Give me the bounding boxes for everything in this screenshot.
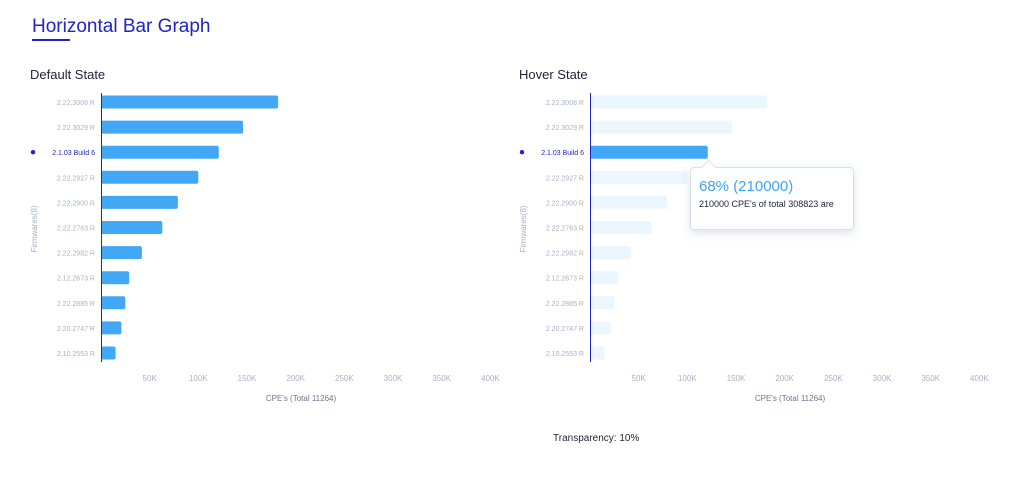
y-tick-label: 2.22.2763 R — [546, 226, 584, 233]
transparency-note: Transparency: 10% — [553, 433, 640, 444]
x-tick-label: 50K — [632, 374, 647, 383]
bar[interactable] — [101, 346, 116, 360]
y-tick-label: 2.22.2982 R — [57, 251, 95, 258]
bar[interactable] — [101, 120, 244, 134]
bar[interactable] — [101, 246, 142, 260]
y-tick-label: 2.22.3008 R — [57, 100, 95, 107]
bar[interactable] — [101, 95, 279, 109]
y-tick-label: 2.20.2747 R — [57, 326, 95, 333]
x-tick-label: 200K — [286, 374, 305, 383]
x-axis-label: CPE's (Total 11264) — [755, 394, 826, 403]
bar[interactable] — [101, 145, 219, 159]
bar[interactable] — [590, 271, 619, 285]
y-axis-label: Firmwares(8) — [519, 205, 528, 252]
highlight-dot — [519, 150, 525, 155]
y-tick-label: 2.22.2927 R — [57, 175, 95, 182]
bar[interactable] — [101, 296, 126, 310]
y-tick-label: 2.22.2900 R — [57, 200, 95, 207]
x-axis-label: CPE's (Total 11264) — [266, 394, 337, 403]
tooltip-description: 210000 CPE's of total 308823 are — [699, 199, 834, 209]
bar[interactable] — [590, 246, 631, 260]
bar[interactable] — [590, 195, 667, 209]
x-tick-label: 100K — [189, 374, 208, 383]
x-tick-label: 250K — [824, 374, 843, 383]
tooltip-value: 68% (210000) — [699, 178, 794, 195]
bar[interactable] — [101, 321, 122, 335]
hover-state-chart: 2.22.3008 R 2.22.3029 R 2.1.03 Build 6 2.22… — [519, 93, 989, 403]
y-tick-label: 2.22.3029 R — [57, 125, 95, 132]
y-tick-label: 2.22.2982 R — [546, 251, 584, 258]
x-tick-label: 50K — [143, 374, 158, 383]
x-tick-label: 250K — [335, 374, 354, 383]
default-state-title: Default State — [30, 67, 106, 82]
bar[interactable] — [590, 321, 611, 335]
hover-tooltip: 68% (210000) 210000 CPE's of total 30882… — [690, 159, 854, 230]
page-title: Horizontal Bar Graph — [32, 16, 211, 37]
x-tick-label: 150K — [238, 374, 257, 383]
x-tick-label: 400K — [970, 374, 989, 383]
y-tick-label: 2.22.2927 R — [546, 175, 584, 182]
bar[interactable] — [590, 221, 652, 234]
highlight-dot — [30, 150, 36, 155]
y-tick-label: 2.22.2900 R — [546, 200, 584, 207]
y-tick-label: 2.1.03 Build 6 — [52, 150, 95, 157]
bar[interactable] — [101, 271, 130, 285]
bar[interactable] — [590, 145, 708, 159]
bar[interactable] — [590, 95, 768, 109]
title-underline — [32, 39, 70, 41]
bar[interactable] — [590, 346, 605, 360]
y-tick-label: 2.22.2885 R — [57, 301, 95, 308]
bar[interactable] — [590, 120, 733, 134]
y-tick-label: 2.10.2553 R — [57, 351, 95, 358]
bar[interactable] — [101, 195, 178, 209]
y-tick-label: 2.1.03 Build 6 — [541, 150, 584, 157]
bar[interactable] — [590, 170, 688, 184]
y-tick-label: 2.20.2747 R — [546, 326, 584, 333]
bar[interactable] — [101, 221, 163, 234]
y-tick-label: 2.12.2673 R — [57, 276, 95, 283]
y-tick-label: 2.22.3029 R — [546, 125, 584, 132]
x-tick-label: 100K — [678, 374, 697, 383]
y-tick-label: 2.10.2553 R — [546, 351, 584, 358]
y-tick-label: 2.22.2763 R — [57, 226, 95, 233]
bar[interactable] — [101, 170, 199, 184]
hover-state-title: Hover State — [519, 67, 588, 82]
x-tick-label: 200K — [775, 374, 794, 383]
default-state-chart: 2.22.3008 R 2.22.3029 R 2.1.03 Build 6 2.22… — [30, 93, 500, 403]
y-tick-label: 2.12.2673 R — [546, 276, 584, 283]
x-tick-label: 350K — [432, 374, 451, 383]
x-tick-label: 300K — [873, 374, 892, 383]
y-axis-label: Firmwares(8) — [30, 205, 39, 252]
bar[interactable] — [590, 296, 615, 310]
x-tick-label: 400K — [481, 374, 500, 383]
x-tick-label: 350K — [921, 374, 940, 383]
x-tick-label: 300K — [384, 374, 403, 383]
x-tick-label: 150K — [727, 374, 746, 383]
y-tick-label: 2.22.3008 R — [546, 100, 584, 107]
y-tick-label: 2.22.2885 R — [546, 301, 584, 308]
